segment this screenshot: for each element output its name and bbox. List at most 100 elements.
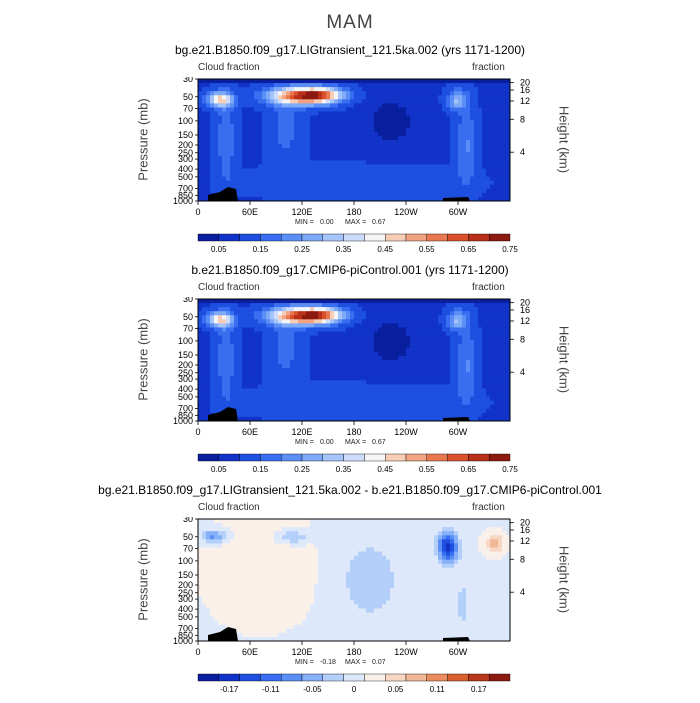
heatmap-cell xyxy=(406,168,411,173)
heatmap-cell xyxy=(454,344,459,349)
heatmap-cell xyxy=(290,164,295,169)
heatmap-cell xyxy=(242,405,247,410)
heatmap-cell xyxy=(362,185,367,190)
heatmap-cell xyxy=(258,384,263,389)
heatmap-cell xyxy=(310,332,315,337)
heatmap-cell xyxy=(290,364,295,369)
heatmap-cell xyxy=(282,299,287,304)
heatmap-cell xyxy=(330,323,335,328)
heatmap-cell xyxy=(458,99,463,104)
heatmap-cell xyxy=(438,116,443,121)
heatmap-cell xyxy=(362,409,367,414)
heatmap-cell xyxy=(366,323,371,328)
heatmap-cell xyxy=(486,307,491,312)
heatmap-cell xyxy=(430,336,435,341)
heatmap-cell xyxy=(286,401,291,406)
heatmap-cell xyxy=(254,112,259,117)
heatmap-cell xyxy=(242,336,247,341)
heatmap-cell xyxy=(450,181,455,186)
heatmap-cell xyxy=(258,519,263,524)
heatmap-cell xyxy=(214,348,219,353)
heatmap-cell xyxy=(414,152,419,157)
heatmap-cell xyxy=(402,380,407,385)
heatmap-cell xyxy=(318,132,323,137)
heatmap-cell xyxy=(418,177,423,182)
heatmap-cell xyxy=(302,319,307,324)
heatmap-cell xyxy=(438,327,443,332)
heatmap-cell xyxy=(426,181,431,186)
heatmap-cell xyxy=(458,177,463,182)
heatmap-cell xyxy=(438,136,443,141)
heatmap-cell xyxy=(482,413,487,418)
heatmap-cell xyxy=(302,116,307,121)
heatmap-cell xyxy=(490,189,495,194)
heatmap-cell xyxy=(374,128,379,133)
heatmap-cell xyxy=(346,336,351,341)
heatmap-cell xyxy=(370,519,375,524)
heatmap-cell xyxy=(270,148,275,153)
heatmap-cell xyxy=(314,99,319,104)
heatmap-cell xyxy=(266,79,271,84)
heatmap-cell xyxy=(330,112,335,117)
heatmap-cell xyxy=(246,315,251,320)
heatmap-cell xyxy=(370,344,375,349)
heatmap-cell xyxy=(454,519,459,524)
heatmap-cell xyxy=(502,360,507,365)
heatmap-cell xyxy=(430,168,435,173)
heatmap-cell xyxy=(330,164,335,169)
heatmap-cell xyxy=(330,344,335,349)
heatmap-cell xyxy=(394,352,399,357)
heatmap-cell xyxy=(370,116,375,121)
heatmap-cell xyxy=(438,299,443,304)
heatmap-cell xyxy=(278,189,283,194)
heatmap-cell xyxy=(434,519,439,524)
heatmap-cell xyxy=(406,344,411,349)
heatmap-cell xyxy=(494,311,499,316)
heatmap-cell xyxy=(450,164,455,169)
heatmap-cell xyxy=(502,393,507,398)
heatmap-cell xyxy=(362,168,367,173)
heatmap-cell xyxy=(446,368,451,373)
heatmap-cell xyxy=(410,156,415,161)
heatmap-cell xyxy=(198,83,203,88)
heatmap-cell xyxy=(406,87,411,92)
heatmap-cell xyxy=(318,173,323,178)
heatmap-cell xyxy=(202,348,207,353)
heatmap-cell xyxy=(422,368,427,373)
heatmap-cell xyxy=(426,112,431,117)
heatmap-cell xyxy=(438,148,443,153)
heatmap-cell xyxy=(250,173,255,178)
heatmap-cell xyxy=(230,148,235,153)
heatmap-cell xyxy=(458,413,463,418)
heatmap-cell xyxy=(498,352,503,357)
heatmap-cell xyxy=(286,356,291,361)
heatmap-cell xyxy=(266,401,271,406)
heatmap-cell xyxy=(342,148,347,153)
heatmap-cell xyxy=(490,388,495,393)
heatmap-cell xyxy=(282,136,287,141)
heatmap-cell xyxy=(322,83,327,88)
heatmap-cell xyxy=(482,356,487,361)
heatmap-cell xyxy=(418,128,423,133)
heatmap-cell xyxy=(438,348,443,353)
heatmap-cell xyxy=(246,95,251,100)
heatmap-cell xyxy=(206,140,211,145)
heatmap-cell xyxy=(294,91,299,96)
heatmap-cell xyxy=(326,352,331,357)
heatmap-cell xyxy=(250,344,255,349)
heatmap-cell xyxy=(330,136,335,141)
heatmap-cell xyxy=(370,181,375,186)
heatmap-cell xyxy=(358,124,363,129)
heatmap-cell xyxy=(498,307,503,312)
heatmap-cell xyxy=(474,380,479,385)
heatmap-cell xyxy=(266,87,271,92)
heatmap-cell xyxy=(206,307,211,312)
heatmap-cell xyxy=(382,132,387,137)
heatmap-cell xyxy=(482,112,487,117)
heatmap-cell xyxy=(466,173,471,178)
heatmap-cell xyxy=(226,173,231,178)
heatmap-cell xyxy=(442,405,447,410)
heatmap-cell xyxy=(298,336,303,341)
heatmap-cell xyxy=(274,112,279,117)
heatmap-cell xyxy=(498,405,503,410)
